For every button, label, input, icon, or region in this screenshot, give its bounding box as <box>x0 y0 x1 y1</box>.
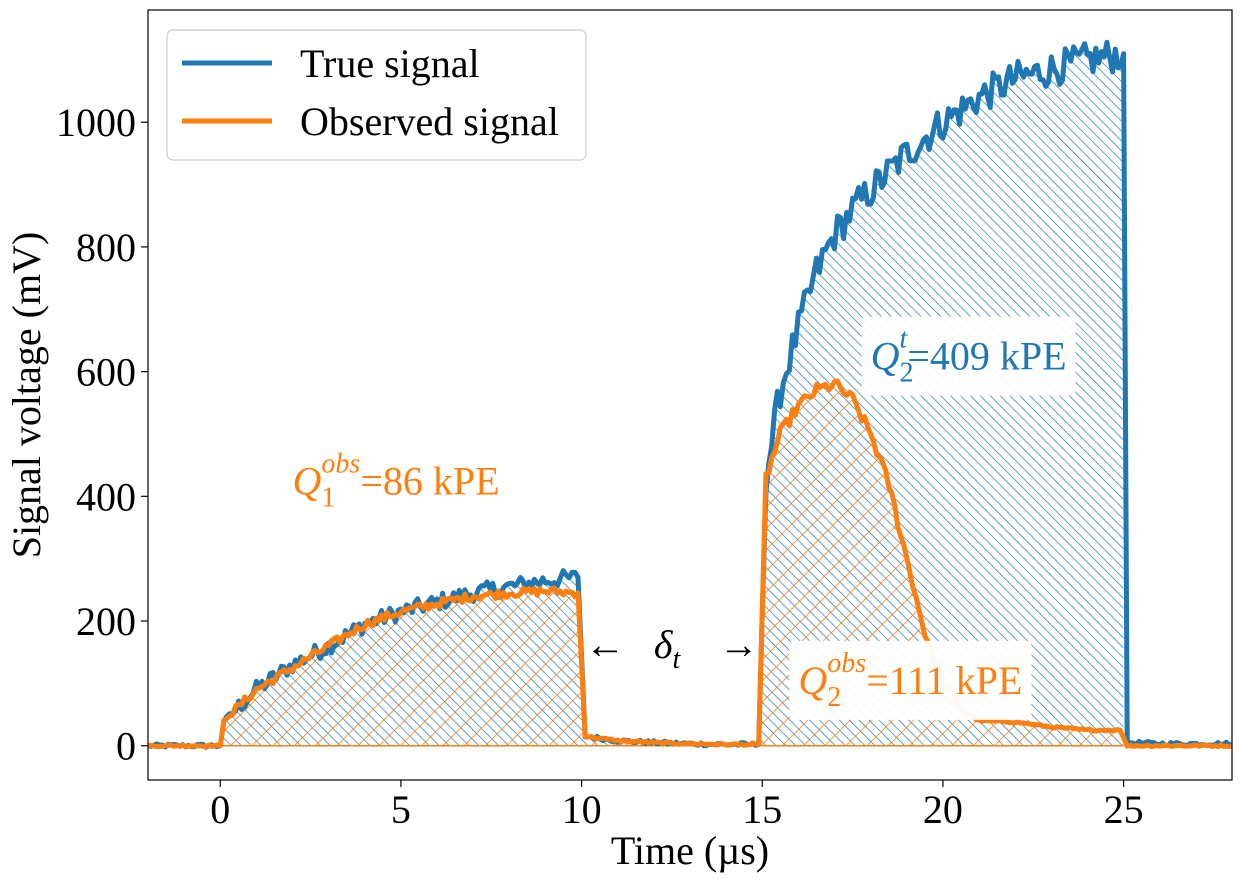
x-tick-label: 0 <box>210 787 230 832</box>
y-tick-label: 400 <box>76 474 136 519</box>
q2-true-subscript: 2 <box>900 358 914 389</box>
delta-symbol: δ <box>654 622 674 667</box>
q2-true-annotation: Q2t=409 kPE <box>871 324 1067 389</box>
delta-left-arrow: ← <box>585 622 625 667</box>
x-tick-label: 20 <box>923 787 963 832</box>
q2-true-symbol: Q <box>871 334 900 379</box>
legend-label-observed-signal: Observed signal <box>300 99 559 144</box>
y-tick-label: 600 <box>76 350 136 395</box>
delta-right-arrow: → <box>719 622 759 667</box>
y-tick-label: 0 <box>116 724 136 769</box>
q1-observed-subscript: 1 <box>321 482 335 513</box>
q2-observed-subscript: 2 <box>827 682 841 713</box>
y-tick-label: 200 <box>76 599 136 644</box>
y-tick-label: 800 <box>76 225 136 270</box>
x-axis-label: Time (µs) <box>611 828 769 873</box>
q2-true-superscript: t <box>900 324 909 355</box>
x-tick-label: 5 <box>391 787 411 832</box>
y-axis-label: Signal voltage (mV) <box>4 232 49 559</box>
q2-true-value: =409 kPE <box>907 334 1066 379</box>
plot-frame <box>147 9 1233 781</box>
x-tick-label: 15 <box>742 787 782 832</box>
q2-true-annotation-box <box>861 316 1076 396</box>
q2-observed-value: =111 kPE <box>866 658 1022 703</box>
q1-observed-superscript: obs <box>321 448 360 479</box>
q1-observed-symbol: Q <box>293 458 322 503</box>
observed-signal-line <box>148 378 1232 750</box>
q2-observed-annotation-box <box>789 640 1032 720</box>
delta-subscript: t <box>672 644 681 675</box>
x-axis-ticks: 0 5 10 15 20 25 <box>210 780 1144 832</box>
q1-observed-annotation: Q1obs=86 kPE <box>293 448 500 513</box>
legend: True signal Observed signal <box>166 29 587 161</box>
q1-observed-value: =86 kPE <box>360 458 499 503</box>
y-tick-label: 1000 <box>56 100 136 145</box>
x-tick-label: 25 <box>1104 787 1144 832</box>
delta-t-label: δt <box>654 622 682 675</box>
x-tick-label: 10 <box>562 787 602 832</box>
q2-observed-superscript: obs <box>827 648 866 679</box>
q2-observed-annotation: Q2obs=111 kPE <box>798 648 1022 713</box>
legend-label-true-signal: True signal <box>300 41 480 86</box>
q2-observed-symbol: Q <box>798 658 827 703</box>
y-axis-ticks: 0 200 400 600 800 1000 <box>56 100 148 769</box>
